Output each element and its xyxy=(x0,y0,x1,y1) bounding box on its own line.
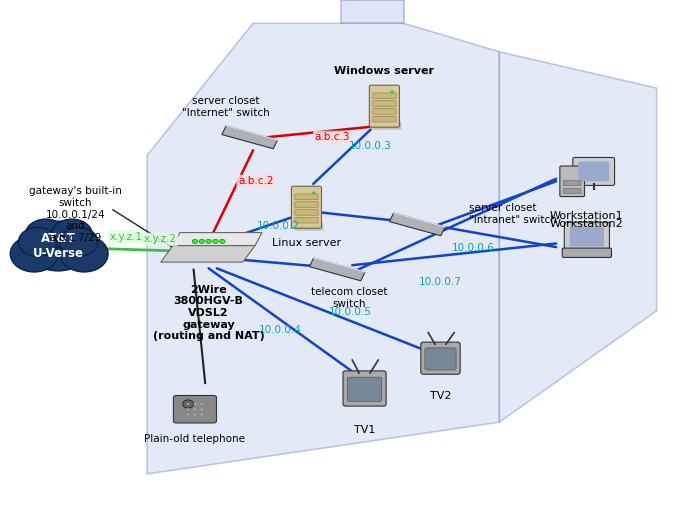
FancyBboxPatch shape xyxy=(562,248,611,257)
Circle shape xyxy=(187,413,189,415)
FancyBboxPatch shape xyxy=(425,348,456,370)
Polygon shape xyxy=(499,52,657,422)
FancyBboxPatch shape xyxy=(373,100,396,106)
FancyBboxPatch shape xyxy=(173,396,216,423)
FancyBboxPatch shape xyxy=(295,202,318,207)
Polygon shape xyxy=(389,213,445,236)
Text: server closet
"Internet" switch: server closet "Internet" switch xyxy=(182,96,269,118)
FancyBboxPatch shape xyxy=(570,227,604,247)
FancyBboxPatch shape xyxy=(369,85,399,127)
Circle shape xyxy=(194,408,196,410)
Text: 10.0.0.3: 10.0.0.3 xyxy=(349,141,392,151)
Text: TV2: TV2 xyxy=(430,391,451,401)
Circle shape xyxy=(206,239,211,243)
Circle shape xyxy=(199,239,205,243)
FancyBboxPatch shape xyxy=(295,194,318,199)
FancyBboxPatch shape xyxy=(295,223,324,231)
FancyBboxPatch shape xyxy=(347,377,382,401)
Circle shape xyxy=(25,219,66,250)
Circle shape xyxy=(18,227,57,256)
Text: Windows server: Windows server xyxy=(334,66,434,76)
FancyBboxPatch shape xyxy=(421,342,460,374)
Text: 10.0.0.7: 10.0.0.7 xyxy=(419,277,462,287)
FancyBboxPatch shape xyxy=(291,186,321,228)
FancyBboxPatch shape xyxy=(295,209,318,215)
Text: 10.0.0.5: 10.0.0.5 xyxy=(328,307,371,317)
Circle shape xyxy=(51,219,92,250)
Polygon shape xyxy=(161,246,255,262)
Circle shape xyxy=(187,403,189,405)
Polygon shape xyxy=(341,0,404,23)
Text: Plain-old telephone: Plain-old telephone xyxy=(144,434,246,444)
Circle shape xyxy=(200,403,203,405)
Text: 10.0.0.4: 10.0.0.4 xyxy=(259,325,302,336)
FancyBboxPatch shape xyxy=(560,166,584,196)
FancyBboxPatch shape xyxy=(564,180,581,185)
Text: Workstation1: Workstation1 xyxy=(550,211,624,221)
Text: x.y.z.1: x.y.z.1 xyxy=(109,232,142,242)
Circle shape xyxy=(200,408,203,410)
Circle shape xyxy=(213,239,218,243)
Text: gateway's built-in
switch
10.0.0.1/24
and
a.b.c.7/29: gateway's built-in switch 10.0.0.1/24 an… xyxy=(29,186,122,243)
Polygon shape xyxy=(222,126,278,149)
Circle shape xyxy=(200,413,203,415)
FancyBboxPatch shape xyxy=(295,218,318,223)
Text: 2Wire
3800HGV-B
VDSL2
gateway
(routing and NAT): 2Wire 3800HGV-B VDSL2 gateway (routing a… xyxy=(153,285,265,341)
Text: TV1: TV1 xyxy=(354,425,376,435)
FancyBboxPatch shape xyxy=(564,222,609,250)
FancyBboxPatch shape xyxy=(373,93,396,98)
Text: x.y.z.2: x.y.z.2 xyxy=(144,234,176,244)
Polygon shape xyxy=(173,233,262,246)
FancyBboxPatch shape xyxy=(573,157,615,185)
Circle shape xyxy=(312,192,316,195)
FancyBboxPatch shape xyxy=(578,162,609,181)
Text: server closet
"intranet" switch: server closet "intranet" switch xyxy=(469,203,556,225)
Circle shape xyxy=(390,90,394,93)
FancyBboxPatch shape xyxy=(564,188,581,193)
Circle shape xyxy=(60,236,108,272)
Circle shape xyxy=(25,221,91,271)
Text: a.b.c.2: a.b.c.2 xyxy=(238,176,274,186)
Text: Linux server: Linux server xyxy=(272,238,341,248)
Polygon shape xyxy=(147,23,499,474)
Text: a.b.c.3: a.b.c.3 xyxy=(315,132,350,142)
Text: 10.0.0.6: 10.0.0.6 xyxy=(451,242,495,253)
Circle shape xyxy=(194,403,196,405)
Circle shape xyxy=(220,239,225,243)
Circle shape xyxy=(187,408,189,410)
FancyBboxPatch shape xyxy=(343,371,386,406)
Text: AT&T
U-Verse: AT&T U-Verse xyxy=(33,232,83,260)
FancyBboxPatch shape xyxy=(373,108,396,114)
Circle shape xyxy=(183,400,194,408)
Circle shape xyxy=(60,227,98,256)
Circle shape xyxy=(194,413,196,415)
Text: 10.0.0.2: 10.0.0.2 xyxy=(256,221,300,232)
Circle shape xyxy=(192,239,198,243)
FancyBboxPatch shape xyxy=(373,121,402,130)
Polygon shape xyxy=(309,258,365,281)
Circle shape xyxy=(10,236,58,272)
Text: telecom closet
switch: telecom closet switch xyxy=(311,287,388,309)
Text: Workstation2: Workstation2 xyxy=(550,219,624,229)
FancyBboxPatch shape xyxy=(373,116,396,122)
